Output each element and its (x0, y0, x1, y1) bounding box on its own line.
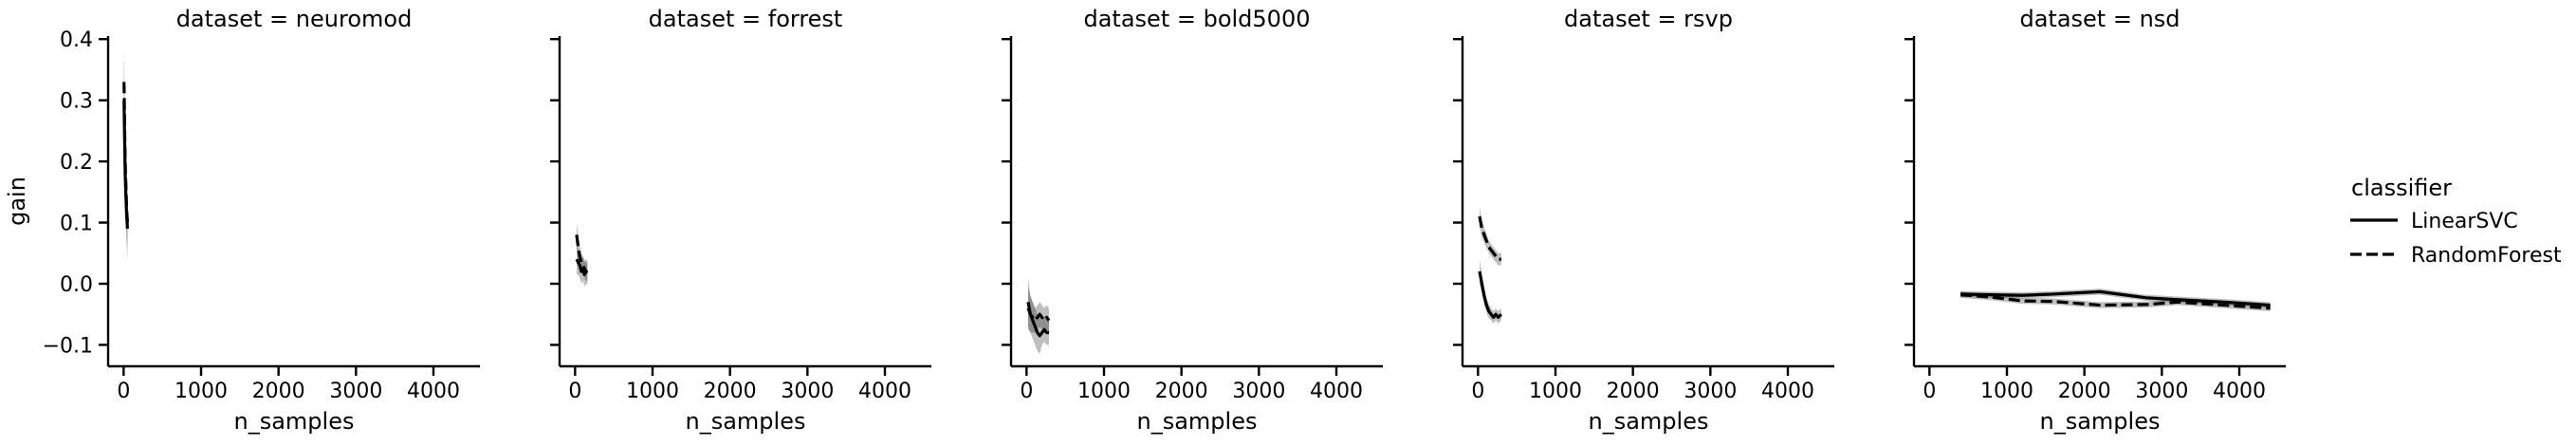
ci-band (1479, 259, 1501, 324)
x-tick-label: 2000 (704, 380, 757, 403)
x-tick-label: 4000 (407, 380, 460, 403)
x-tick-label: 0 (1471, 380, 1484, 403)
x-tick-label: 2000 (2058, 380, 2111, 403)
x-tick-label: 3000 (781, 380, 834, 403)
x-tick-label: 1000 (626, 380, 679, 403)
x-tick-label: 0 (1020, 380, 1033, 403)
x-tick-label: 2000 (1607, 380, 1660, 403)
y-tick-label: 0.2 (60, 151, 93, 175)
panel-title: dataset = forrest (649, 6, 843, 32)
x-tick-label: 1000 (1077, 380, 1131, 403)
panel-0: dataset = neuromod −0.1 0.0 0.1 0.2 0.3 0.4 0 10… (43, 6, 480, 435)
x-tick-label: 0 (117, 380, 130, 403)
panel-title: dataset = bold5000 (1083, 6, 1310, 32)
x-tick-label: 2000 (1155, 380, 1208, 403)
legend-title: classifier (2351, 175, 2452, 201)
x-tick-label: 4000 (858, 380, 911, 403)
x-tick-label: 1000 (1529, 380, 1582, 403)
x-tick-label: 2000 (252, 380, 305, 403)
legend-entry-label: LinearSVC (2411, 210, 2518, 233)
ci-band (1027, 277, 1050, 355)
x-axis-label: n_samples (1137, 408, 1258, 435)
y-tick-label: −0.1 (43, 334, 93, 358)
series-line-linearsvc (1960, 289, 2271, 307)
ci-band (1479, 207, 1501, 266)
x-tick-label: 4000 (2213, 380, 2266, 403)
series-line-randomforest (122, 82, 130, 223)
series-line-randomforest (1960, 293, 2271, 310)
x-tick-label: 1000 (175, 380, 228, 403)
ci-band (1027, 287, 1050, 333)
x-tick-label: 0 (1923, 380, 1936, 403)
panel-title: dataset = neuromod (176, 6, 413, 32)
panel-title: dataset = rsvp (1564, 6, 1733, 32)
x-axis-label: n_samples (1589, 408, 1709, 435)
series-line-randomforest (1478, 215, 1501, 261)
x-axis-label: n_samples (686, 408, 806, 435)
panel-title: dataset = nsd (2019, 6, 2180, 32)
x-tick-label: 0 (568, 380, 581, 403)
x-tick-label: 4000 (1310, 380, 1363, 403)
legend: classifier LinearSVC RandomForest (2350, 175, 2562, 268)
x-tick-label: 1000 (1980, 380, 2033, 403)
panel-1: dataset = forrest 0 1000 2000 3000 4000 n_samp… (550, 6, 931, 435)
y-tick-label: 0.1 (60, 213, 93, 236)
legend-entry-label: RandomForest (2411, 244, 2562, 268)
x-tick-label: 3000 (1232, 380, 1285, 403)
panel-4: dataset = nsd 0 1000 2000 3000 4000 n_samples (1904, 6, 2286, 435)
panel-3: dataset = rsvp 0 1000 2000 3000 4000 n_samples (1453, 6, 1834, 435)
x-tick-label: 3000 (1684, 380, 1737, 403)
series-line-linearsvc (1478, 270, 1502, 320)
x-axis-label: n_samples (234, 408, 355, 435)
facet-panels: gain dataset = neuromod −0.1 0.0 0.1 0.2 0.3 0.… (4, 6, 2286, 435)
x-tick-label: 4000 (1761, 380, 1814, 403)
y-axis-label: gain (4, 177, 30, 226)
x-axis-label: n_samples (2040, 408, 2161, 435)
y-tick-label: 0.0 (60, 273, 93, 297)
x-tick-label: 3000 (329, 380, 382, 403)
series-line-randomforest (575, 234, 588, 273)
y-tick-label: 0.4 (60, 28, 93, 52)
y-tick-label: 0.3 (60, 90, 93, 114)
x-tick-label: 3000 (2135, 380, 2188, 403)
panel-2: dataset = bold5000 0 1000 2000 3000 4000 n_sam… (1002, 6, 1383, 435)
series-line-randomforest (1026, 307, 1051, 323)
